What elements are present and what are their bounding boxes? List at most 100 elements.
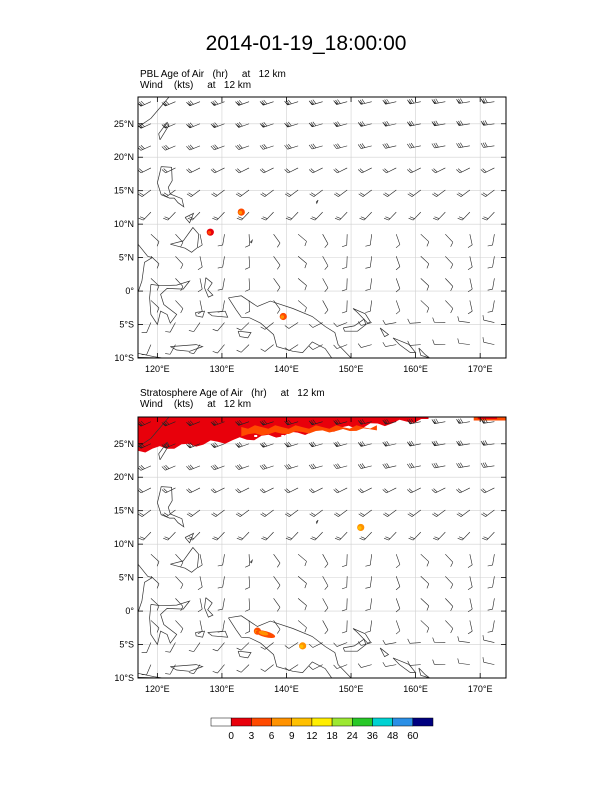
- wind-barb-feather: [277, 265, 281, 270]
- wind-barb-shaft: [287, 145, 299, 150]
- wind-barb-feather: [395, 586, 401, 591]
- wind-barb-flag: [284, 421, 290, 426]
- wind-barb-feather: [395, 266, 401, 271]
- wind-barb-shaft: [483, 639, 495, 643]
- wind-barb-feather: [180, 286, 184, 292]
- coastline: [204, 277, 214, 298]
- age-band-orange: [241, 425, 377, 437]
- wind-barb-feather: [456, 463, 460, 468]
- wind-barb-feather: [261, 144, 266, 149]
- wind-barb-feather: [386, 463, 390, 468]
- wind-barb-shaft: [241, 531, 250, 541]
- wind-barb-feather: [210, 145, 215, 150]
- wind-barb-shaft: [420, 553, 430, 562]
- wind-barb-feather: [286, 442, 290, 447]
- wind-barb-feather: [197, 310, 203, 315]
- coastline: [149, 280, 191, 326]
- colorbar-box: [251, 717, 272, 727]
- wind-barb-feather: [384, 463, 388, 469]
- wind-barb-feather: [358, 489, 363, 494]
- wind-barb-shaft: [492, 234, 495, 246]
- wind-barb-shaft: [460, 509, 471, 517]
- coastline: [352, 308, 371, 324]
- colorbar-label: 3: [249, 731, 255, 742]
- wind-barb-shaft: [290, 211, 299, 221]
- wind-barb-feather: [217, 244, 223, 247]
- wind-barb-shaft: [263, 167, 274, 174]
- wind-barb-feather: [382, 639, 386, 645]
- wind-barb-shaft: [336, 322, 348, 327]
- wind-barb-feather: [310, 144, 315, 149]
- y-tick-label: 10°N: [114, 219, 134, 229]
- wind-barb-feather: [263, 144, 268, 149]
- wind-barb-feather: [460, 142, 464, 148]
- wind-barb-feather: [308, 643, 314, 648]
- wind-barb-shaft: [199, 554, 203, 566]
- wind-barb-shaft: [150, 278, 160, 287]
- wind-barb-feather: [384, 99, 388, 104]
- wind-barb-feather: [407, 513, 413, 517]
- wind-barb-shaft: [445, 576, 454, 585]
- wind-barb-flag: [309, 420, 314, 425]
- wind-barb-feather: [138, 123, 143, 128]
- wind-barb-shaft: [290, 531, 299, 541]
- wind-barb-feather: [164, 216, 170, 219]
- age-streak-core: [258, 630, 269, 636]
- wind-barb-feather: [433, 168, 438, 173]
- wind-barb-shaft: [217, 664, 225, 674]
- wind-barb-feather: [384, 441, 388, 446]
- wind-barb-feather: [435, 418, 439, 424]
- wind-barb-shaft: [362, 189, 372, 197]
- coastline: [418, 667, 431, 678]
- wind-barb-shaft: [169, 344, 176, 355]
- wind-barb-feather: [336, 216, 342, 219]
- wind-barb-shaft: [248, 234, 251, 246]
- coastline: [184, 532, 195, 544]
- wind-barb-shaft: [239, 487, 250, 494]
- wind-barb-feather: [408, 168, 413, 173]
- coastline: [228, 295, 352, 358]
- wind-barb-shaft: [175, 620, 184, 629]
- wind-barb-feather: [259, 489, 264, 494]
- wind-barb-feather: [333, 489, 338, 494]
- wind-barb-feather: [435, 142, 439, 148]
- wind-barb-feather: [217, 310, 223, 313]
- wind-barb-shaft: [395, 256, 401, 267]
- wind-barb-feather: [261, 217, 267, 221]
- age-band-gap: [380, 437, 384, 439]
- colorbar-label: 9: [289, 731, 295, 742]
- x-tick-label: 130°E: [210, 684, 235, 694]
- wind-barb-feather: [324, 629, 329, 635]
- wind-barb-feather: [263, 419, 268, 425]
- wind-barb-flag: [210, 101, 216, 106]
- wind-barb-feather: [467, 310, 473, 315]
- coastline: [138, 97, 170, 128]
- wind-barb-feather: [260, 348, 266, 352]
- wind-barb-shaft: [409, 642, 421, 644]
- wind-barb-feather: [487, 564, 493, 567]
- wind-barb-shaft: [238, 465, 250, 470]
- wind-barb-flag: [284, 101, 290, 106]
- wind-barb-feather: [156, 561, 160, 567]
- wind-barb-shaft: [420, 256, 430, 265]
- wind-barb-shaft: [199, 598, 203, 610]
- coastline: [228, 615, 352, 678]
- wind-barb-shaft: [273, 256, 281, 266]
- wind-barb-shaft: [273, 598, 281, 608]
- wind-barb-shaft: [169, 322, 176, 333]
- wind-barb-feather: [245, 311, 250, 314]
- wind-barb-feather: [335, 168, 340, 173]
- wind-barb-feather: [238, 536, 243, 539]
- wind-barb-feather: [235, 513, 241, 517]
- plot-area: [138, 417, 506, 678]
- wind-barb-flag: [456, 99, 461, 104]
- coastline: [138, 672, 163, 678]
- wind-barb-shaft: [199, 256, 203, 268]
- wind-barb-feather: [162, 513, 167, 517]
- wind-barb-feather: [161, 169, 166, 174]
- wind-barb-shaft: [238, 145, 250, 150]
- wind-barb-feather: [336, 536, 342, 539]
- wind-barb-flag: [138, 103, 143, 107]
- wind-barb-feather: [261, 420, 266, 425]
- wind-barb-feather: [261, 512, 267, 516]
